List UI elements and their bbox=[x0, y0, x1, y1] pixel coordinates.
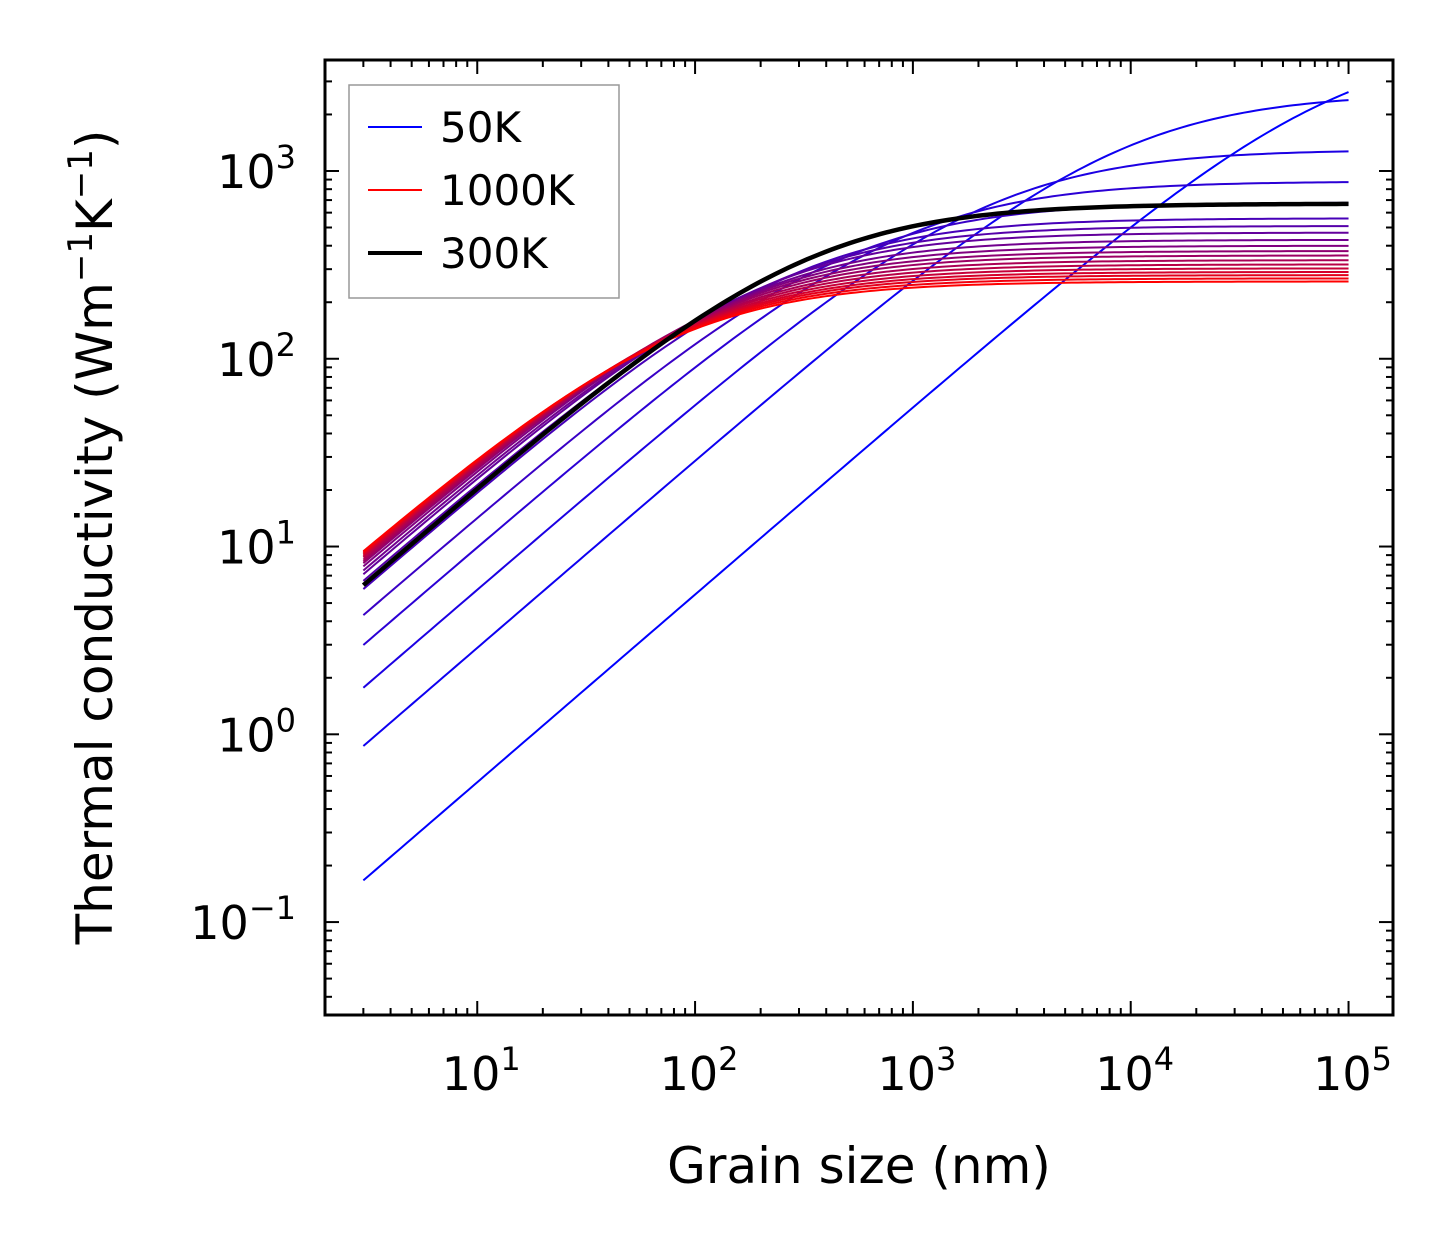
series-line-400k bbox=[362, 225, 1349, 582]
series-line-450k bbox=[362, 231, 1349, 575]
x-tick-label-10000: 104 bbox=[1095, 1040, 1174, 1101]
y-tick-label-10: 101 bbox=[217, 514, 296, 575]
series-line-300k-highlight bbox=[361, 201, 1349, 587]
x-tick-label-10: 101 bbox=[442, 1040, 521, 1101]
tick-labels: 101 102 103 104 105 10−1 100 101 102 103 bbox=[190, 138, 1392, 1101]
y-tick-label-0.1: 10−1 bbox=[190, 889, 296, 950]
x-tick-label-100000: 105 bbox=[1313, 1040, 1392, 1101]
y-axis-title-mid: K bbox=[66, 198, 124, 232]
legend-label-1000k: 1000K bbox=[440, 166, 576, 215]
y-axis-title-sup1: −1 bbox=[61, 232, 101, 282]
series-layer bbox=[361, 91, 1349, 882]
x-axis-title: Grain size (nm) bbox=[667, 1137, 1051, 1195]
series-line-100k bbox=[362, 99, 1349, 747]
series-line-500k bbox=[362, 238, 1349, 572]
legend: 50K 1000K 300K bbox=[348, 84, 620, 299]
series-line-700k bbox=[362, 259, 1349, 561]
x-tick-label-100: 102 bbox=[660, 1040, 739, 1101]
legend-label-300k: 300K bbox=[440, 229, 549, 278]
y-axis-title-end: ) bbox=[66, 130, 124, 150]
x-tick-label-1000: 103 bbox=[877, 1040, 956, 1101]
y-tick-label-1: 100 bbox=[217, 701, 296, 762]
series-line-350k bbox=[362, 217, 1349, 590]
series-line-550k bbox=[362, 244, 1349, 568]
series-line-1000k bbox=[362, 280, 1349, 553]
legend-box bbox=[348, 84, 620, 299]
y-tick-label-100: 102 bbox=[217, 326, 296, 387]
series-line-50k bbox=[362, 91, 1349, 882]
y-axis-title-sup2: −1 bbox=[61, 149, 101, 199]
legend-label-50k: 50K bbox=[440, 103, 522, 152]
y-tick-label-1000: 103 bbox=[217, 138, 296, 199]
y-axis-title: Thermal conductivity (Wm−1K−1) bbox=[61, 130, 124, 946]
plot-frame bbox=[323, 58, 1395, 1017]
series-line-200k bbox=[362, 181, 1349, 646]
y-axis-title-main: Thermal conductivity (Wm bbox=[66, 282, 124, 945]
